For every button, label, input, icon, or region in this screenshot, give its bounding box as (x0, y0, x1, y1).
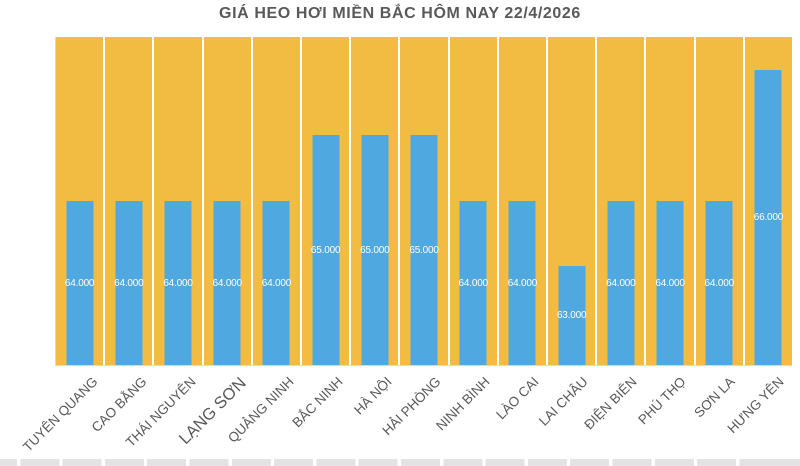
bar-value-label: 65.000 (310, 244, 341, 256)
column-background: 64.000 (105, 37, 153, 365)
x-axis-label: SƠN LA (691, 374, 738, 421)
x-axis-label: HẢI PHÒNG (379, 374, 444, 439)
column-background: 64.000 (203, 37, 251, 365)
bar-value-label: 64.000 (212, 277, 243, 289)
x-axis-label: NINH BÌNH (433, 374, 493, 434)
value-bar: 65.000 (409, 135, 439, 365)
x-axis-label: TUYÊN QUANG (19, 374, 101, 455)
column-background: 64.000 (597, 37, 645, 365)
bottom-strip-decoration (0, 459, 800, 466)
column-background: 66.000 (744, 37, 793, 365)
x-axis-label: LÀO CAI (493, 374, 542, 423)
bar-value-label: 64.000 (163, 277, 193, 289)
value-bar: 63.000 (556, 266, 587, 365)
column-background: 64.000 (646, 37, 694, 365)
column-background: 65.000 (400, 37, 448, 365)
value-bar: 64.000 (163, 201, 193, 365)
value-bar: 64.000 (507, 201, 538, 365)
x-axis-label: ĐIỆN BIÊN (581, 374, 640, 433)
bar-value-label: 64.000 (114, 277, 144, 289)
value-bar: 64.000 (704, 201, 735, 365)
x-axis-label: PHÚ THỌ (635, 374, 689, 428)
bar-value-label: 65.000 (409, 244, 439, 256)
value-bar: 64.000 (261, 201, 292, 365)
column-background: 64.000 (154, 37, 202, 365)
bar-value-label: 66.000 (753, 212, 784, 223)
x-axis-label: BẮC NINH (289, 374, 346, 431)
bar-value-label: 65.000 (360, 244, 390, 256)
x-axis-label: CAO BẰNG (88, 374, 150, 435)
plot-area: 64.000 64.000 64.000 64.000 64.000 65.000 65.0… (55, 37, 793, 366)
value-bar: 64.000 (114, 201, 144, 365)
column-background: 64.000 (498, 37, 547, 365)
x-axis-label: LAI CHÂU (535, 374, 591, 429)
column-background: 64.000 (56, 37, 104, 365)
value-bar: 65.000 (360, 135, 390, 365)
bar-value-label: 64.000 (606, 277, 636, 289)
value-bar: 64.000 (655, 201, 685, 365)
column-background: 65.000 (351, 37, 399, 365)
bar-value-label: 63.000 (556, 310, 587, 321)
bar-value-label: 64.000 (261, 277, 292, 289)
bar-value-label: 64.000 (507, 277, 538, 289)
value-bar: 64.000 (212, 201, 243, 365)
x-axis-label: QUẢNG NINH (225, 374, 297, 446)
bar-value-label: 64.000 (458, 277, 489, 289)
value-bar: 64.000 (64, 201, 95, 365)
x-axis-label: HƯNG YÊN (724, 374, 787, 437)
bar-value-label: 64.000 (64, 277, 95, 289)
bar-value-label: 64.000 (655, 277, 685, 289)
value-bar: 66.000 (753, 70, 784, 365)
column-background: 64.000 (449, 37, 497, 365)
x-axis-label: HÀ NỘI (351, 374, 395, 418)
x-axis-label: THÁI NGUYÊN (122, 374, 199, 450)
value-bar: 64.000 (606, 201, 636, 365)
x-axis-label: LẠNG SƠN (175, 374, 250, 448)
column-background: 64.000 (252, 37, 301, 365)
column-background: 64.000 (695, 37, 743, 365)
column-background: 65.000 (302, 37, 350, 365)
column-background: 63.000 (548, 37, 596, 365)
chart-title: GIÁ HEO HƠI MIỀN BẮC HÔM NAY 22/4/2026 (219, 5, 581, 22)
value-bar: 65.000 (310, 135, 341, 365)
value-bar: 64.000 (458, 201, 489, 365)
bar-value-label: 64.000 (704, 277, 735, 289)
